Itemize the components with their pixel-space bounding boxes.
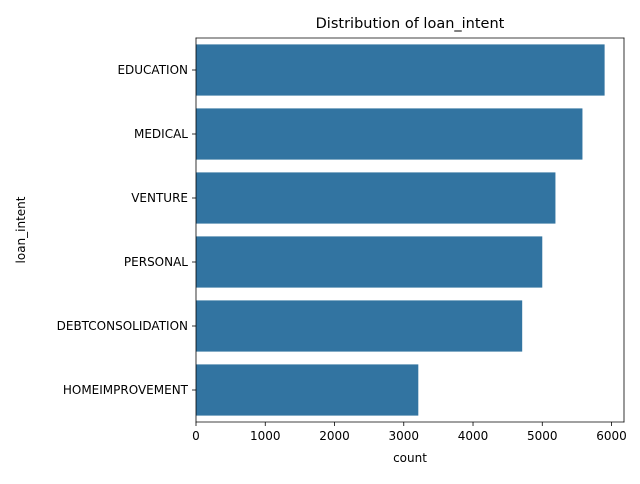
- x-tick-label-4000: 4000: [458, 429, 489, 443]
- x-tick-label-5000: 5000: [527, 429, 558, 443]
- x-tick-label-1000: 1000: [250, 429, 281, 443]
- x-axis-label: count: [393, 451, 427, 465]
- y-tick-label-venture: VENTURE: [131, 191, 188, 205]
- ticks-layer: EDUCATION MEDICAL VENTURE PERSONAL DEBTCONSO…: [57, 63, 627, 443]
- y-axis-label: loan_intent: [14, 196, 28, 263]
- axes-layer: [195, 37, 625, 423]
- bar-education: [196, 44, 605, 96]
- x-tick-label-6000: 6000: [596, 429, 627, 443]
- x-tick-label-2000: 2000: [319, 429, 350, 443]
- bars-layer: [196, 44, 605, 416]
- bar-personal: [196, 236, 543, 288]
- y-tick-label-homeimprovement: HOMEIMPROVEMENT: [63, 383, 189, 397]
- bar-homeimprovement: [196, 364, 419, 416]
- y-tick-label-education: EDUCATION: [117, 63, 188, 77]
- y-tick-label-medical: MEDICAL: [134, 127, 188, 141]
- bar-venture: [196, 172, 556, 224]
- x-tick-label-3000: 3000: [388, 429, 419, 443]
- bar-debtconsolidation: [196, 300, 523, 352]
- y-tick-label-debtconsolidation: DEBTCONSOLIDATION: [57, 319, 188, 333]
- bar-medical: [196, 108, 583, 160]
- chart-title: Distribution of loan_intent: [316, 16, 505, 32]
- y-tick-label-personal: PERSONAL: [124, 255, 188, 269]
- x-tick-label-0: 0: [192, 429, 200, 443]
